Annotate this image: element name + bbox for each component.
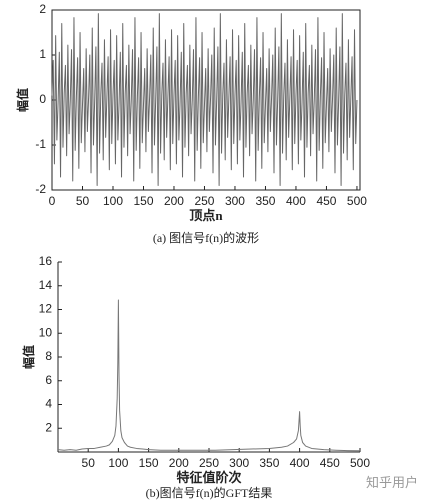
y-tick-label: 2: [45, 420, 52, 434]
caption: (a) 图信号f(n)的波形: [153, 230, 259, 245]
x-axis-label: 特征值阶次: [176, 470, 241, 485]
y-tick-label: -1: [35, 137, 46, 151]
x-tick-label: 500: [350, 456, 370, 470]
x-tick-label: 350: [255, 194, 275, 208]
x-tick-label: 450: [320, 456, 340, 470]
x-axis-label: 顶点n: [189, 208, 223, 223]
x-tick-label: 500: [347, 194, 367, 208]
y-tick-label: 4: [45, 397, 52, 411]
y-tick-label: 6: [45, 373, 52, 387]
series-line: [57, 299, 361, 452]
x-tick-label: 100: [108, 456, 128, 470]
y-tick-label: -2: [35, 182, 46, 196]
y-tick-label: 12: [39, 302, 53, 316]
x-tick-label: 150: [133, 194, 153, 208]
series-line: [51, 13, 358, 186]
x-tick-label: 150: [139, 456, 159, 470]
y-tick-label: 1: [39, 47, 46, 61]
x-tick-label: 50: [76, 194, 90, 208]
y-axis-label: 幅值: [21, 345, 36, 369]
x-tick-label: 450: [316, 194, 336, 208]
y-tick-label: 14: [39, 278, 53, 292]
x-tick-label: 0: [49, 194, 56, 208]
x-tick-label: 300: [225, 194, 245, 208]
caption: (b)图信号f(n)的GFT结果: [146, 485, 273, 500]
x-tick-label: 300: [229, 456, 249, 470]
x-tick-label: 400: [286, 194, 306, 208]
x-tick-label: 200: [164, 194, 184, 208]
x-tick-label: 100: [103, 194, 123, 208]
y-axis-label: 幅值: [15, 88, 30, 112]
watermark: 知乎用户: [366, 475, 418, 490]
y-tick-label: 2: [39, 2, 46, 16]
x-tick-label: 350: [259, 456, 279, 470]
x-tick-label: 250: [194, 194, 214, 208]
y-tick-label: 16: [39, 254, 53, 268]
x-tick-label: 250: [199, 456, 219, 470]
y-tick-label: 10: [39, 325, 53, 339]
x-tick-label: 200: [169, 456, 189, 470]
x-tick-label: 50: [82, 456, 96, 470]
x-tick-label: 400: [290, 456, 310, 470]
y-tick-label: 0: [39, 92, 46, 106]
y-tick-label: 8: [45, 349, 52, 363]
